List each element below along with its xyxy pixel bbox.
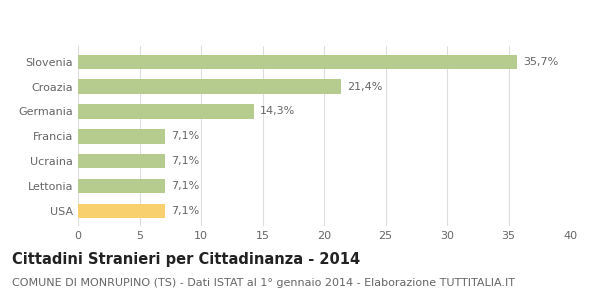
Bar bbox=[78, 204, 166, 218]
Text: 7,1%: 7,1% bbox=[172, 131, 200, 141]
Bar bbox=[78, 154, 166, 168]
Bar bbox=[78, 79, 341, 94]
Text: 7,1%: 7,1% bbox=[172, 156, 200, 166]
Bar bbox=[78, 179, 166, 193]
Bar bbox=[78, 129, 166, 144]
Bar bbox=[78, 104, 254, 119]
Bar bbox=[78, 55, 517, 69]
Text: 21,4%: 21,4% bbox=[347, 81, 383, 92]
Text: 7,1%: 7,1% bbox=[172, 206, 200, 216]
Text: 7,1%: 7,1% bbox=[172, 181, 200, 191]
Text: 14,3%: 14,3% bbox=[260, 106, 295, 117]
Text: 35,7%: 35,7% bbox=[523, 57, 559, 67]
Text: COMUNE DI MONRUPINO (TS) - Dati ISTAT al 1° gennaio 2014 - Elaborazione TUTTITAL: COMUNE DI MONRUPINO (TS) - Dati ISTAT al… bbox=[12, 278, 515, 288]
Text: Cittadini Stranieri per Cittadinanza - 2014: Cittadini Stranieri per Cittadinanza - 2… bbox=[12, 252, 360, 267]
